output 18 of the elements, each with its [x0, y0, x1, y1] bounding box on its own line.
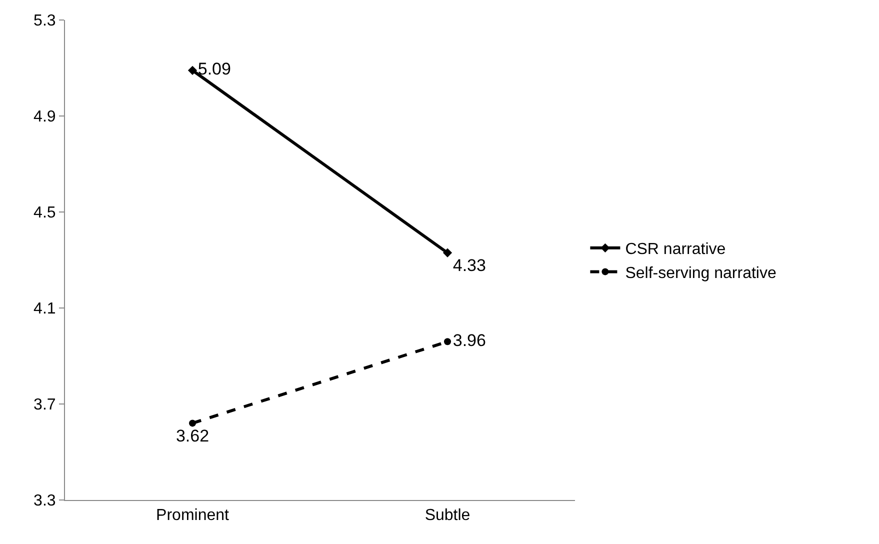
data-label: 3.62 [176, 426, 210, 446]
y-tick-label: 5.3 [34, 12, 56, 30]
point [442, 248, 452, 258]
y-tick-label: 3.3 [34, 492, 56, 510]
data-label: 5.09 [198, 60, 231, 79]
point [188, 66, 198, 75]
x-tick-label: Subtle [424, 507, 470, 524]
y-tick-label: 4.5 [34, 204, 56, 222]
data-label: 3.96 [452, 330, 486, 350]
data-label: 4.33 [452, 256, 486, 275]
y-tick-label: 4.1 [34, 300, 56, 318]
x-tick-label: Prominent [156, 507, 230, 524]
y-tick-label: 3.7 [34, 396, 56, 414]
point [189, 420, 196, 427]
legend-label: Self-serving narrative [625, 264, 776, 282]
point [444, 338, 451, 346]
y-tick-label: 4.9 [34, 108, 56, 126]
legend-label: CSR narrative [625, 241, 726, 258]
